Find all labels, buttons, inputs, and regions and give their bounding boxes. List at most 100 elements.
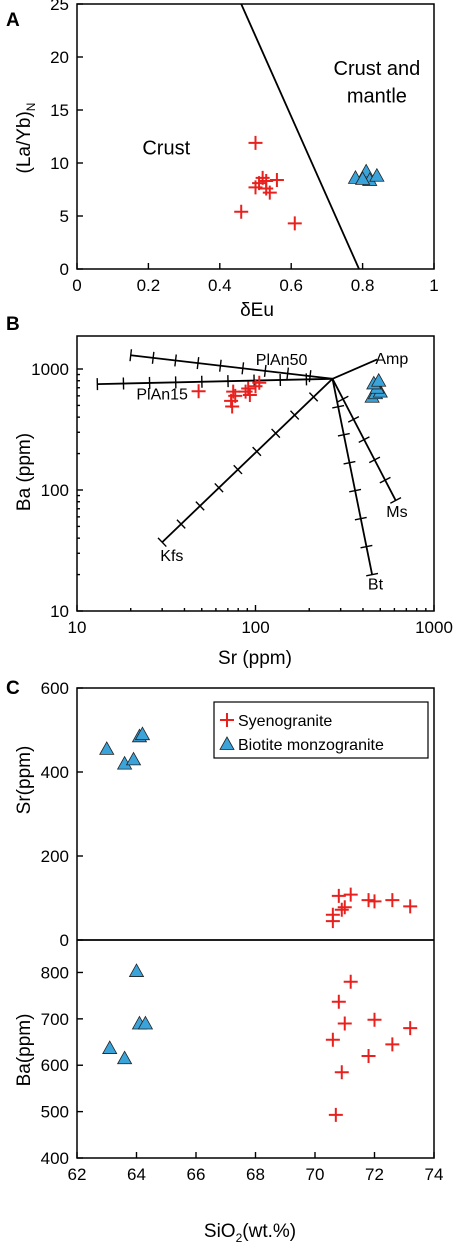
vector-plan50-tick — [263, 364, 267, 377]
vector-kfs-tick — [195, 501, 205, 511]
x-tick-label: 1 — [429, 276, 438, 295]
vector-plan50-tick — [286, 367, 290, 380]
vector-plan50-label: PlAn50 — [256, 352, 308, 369]
y-tick-label: 0 — [60, 931, 69, 950]
panel-b-x-axis-label: Sr (ppm) — [218, 648, 292, 669]
vector-plan50-tick — [219, 359, 222, 372]
biotite-monzogranite-point — [134, 726, 151, 741]
biotite-monzogranite-point — [116, 1050, 133, 1065]
vector-plan50-tick — [241, 362, 245, 375]
legend-box — [213, 701, 429, 759]
region-label-crust-and-mantle-2: mantle — [347, 86, 407, 108]
panel-a-content — [234, 3, 385, 270]
vector-plan50-line — [130, 354, 333, 380]
legend-triangle-marker — [219, 736, 235, 750]
syenogranite-point — [248, 180, 263, 195]
x-tick-label: 70 — [306, 1165, 325, 1184]
panel-c-bottom-y-axis-label: Ba(ppm) — [14, 1014, 35, 1087]
vector-kfs-tick — [233, 464, 243, 475]
x-tick-label: 100 — [241, 618, 269, 637]
y-tick-label: 10 — [50, 154, 69, 173]
vector-kfs-tick — [308, 392, 319, 402]
vector-plan15-line — [97, 377, 333, 386]
y-tick-label: 25 — [50, 0, 69, 14]
panel-a-x-axis-label: δEu — [240, 300, 274, 321]
vector-bt-line — [331, 378, 373, 575]
syenogranite-point — [361, 893, 376, 908]
vector-kfs-tick — [214, 482, 224, 493]
x-tick-label: 66 — [187, 1165, 206, 1184]
vector-bt-tick — [343, 460, 356, 465]
x-tick-label: 0.8 — [351, 276, 375, 295]
y-tick-label: 800 — [41, 963, 69, 982]
y-tick-label: 15 — [50, 101, 69, 120]
syenogranite-point — [385, 893, 400, 908]
syenogranite-point — [287, 216, 302, 231]
panel-b-axes: 10 100 1000 10 100 1000 — [31, 360, 453, 637]
vector-kfs-label: Kfs — [160, 548, 183, 565]
biotite-monzogranite-point — [354, 171, 371, 185]
region-label-crust-and-mantle-1: Crust and — [334, 58, 421, 80]
syenogranite-point — [325, 907, 340, 922]
vector-bt-tick — [349, 488, 362, 493]
y-tick-label: 400 — [41, 763, 69, 782]
y-tick-label: 600 — [41, 1056, 69, 1075]
biotite-monzogranite-point — [99, 741, 115, 755]
vector-ms-tick — [337, 395, 349, 403]
x-tick-label: 0.6 — [279, 276, 303, 295]
panel-a-y-axis-label: (La/Yb)N — [14, 103, 38, 174]
vector-bt-tick — [360, 544, 373, 549]
vector-kfs-tick — [157, 537, 167, 548]
vector-ms-label: Ms — [386, 504, 407, 521]
vector-bt-tick — [337, 432, 350, 437]
biotite-monzogranite-point — [128, 963, 145, 977]
panel-b-y-axis-label: Ba (ppm) — [14, 433, 35, 511]
legend-cross-marker — [220, 713, 234, 727]
x-tick-label: 0.4 — [208, 276, 232, 295]
syenogranite-point — [331, 888, 346, 903]
vector-bt-tick — [366, 572, 379, 577]
panel-a-label: A — [6, 10, 20, 31]
x-tick-label: 1000 — [415, 618, 453, 637]
syenogranite-point — [242, 387, 257, 402]
syenogranite-point — [331, 994, 346, 1009]
biotite-monzogranite-point — [125, 751, 142, 766]
vector-ms-tick — [379, 476, 391, 484]
y-tick-label: 20 — [50, 48, 69, 67]
panel-c-axes: 0 200 400 600 62 64 66 68 70 72 74 400 500 600 700 800 — [41, 679, 444, 1184]
syenogranite-point — [241, 381, 256, 396]
vector-kfs-tick — [252, 446, 262, 457]
legend-label-syenogranite: Syenogranite — [238, 713, 332, 730]
panel-c-label: C — [6, 678, 20, 699]
x-tick-label: 10 — [68, 618, 87, 637]
x-tick-label: 0.2 — [137, 276, 161, 295]
vector-ms-tick — [390, 497, 402, 504]
syenogranite-point — [226, 384, 241, 399]
syenogranite-point — [403, 1021, 418, 1036]
vector-kfs-tick — [176, 519, 186, 529]
vector-kfs-tick — [289, 410, 300, 420]
region-label-crust: Crust — [142, 138, 190, 160]
syenogranite-point — [328, 1107, 343, 1122]
crust-boundary-line — [240, 3, 360, 270]
legend: Syenogranite Biotite monzogranite — [213, 701, 429, 759]
panel-a: A (La/Yb)N δEu 0 0.2 0.4 0.6 0.8 10510152025 … — [6, 0, 439, 321]
vector-plan50-tick — [196, 357, 200, 370]
vector-kfs-tick — [271, 428, 281, 439]
legend-triangle-glyph — [219, 736, 235, 750]
panel-c-top-y-axis-label: Sr(ppm) — [14, 746, 35, 815]
vector-amp-label: Amp — [375, 351, 408, 368]
panel-c-content — [99, 726, 418, 1122]
syenogranite-point — [337, 1016, 352, 1031]
y-tick-label: 200 — [41, 847, 69, 866]
vector-bt-tick — [354, 516, 367, 521]
syenogranite-point — [252, 375, 267, 390]
syenogranite-point — [361, 1048, 376, 1063]
y-tick-label: 700 — [41, 1010, 69, 1029]
x-tick-label: 0 — [72, 276, 81, 295]
vector-plan15-label: PlAn15 — [136, 386, 188, 403]
syenogranite-point — [234, 204, 249, 219]
syenogranite-point — [248, 135, 263, 150]
y-tick-label: 1000 — [31, 360, 69, 379]
